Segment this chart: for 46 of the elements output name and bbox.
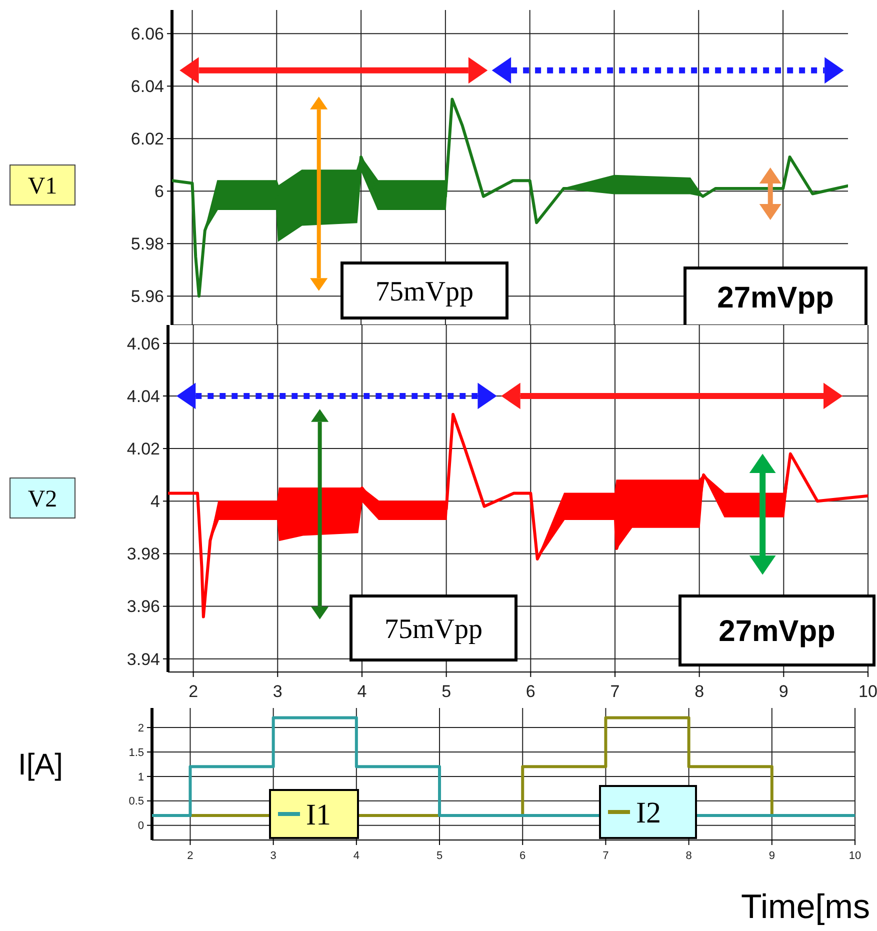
y-tick-label: 2 [138, 722, 144, 734]
x-tick-label: 5 [442, 682, 452, 701]
x-tick-label: 9 [768, 850, 775, 862]
y-axis-title: V2 [28, 486, 58, 512]
y-tick-label: 3.94 [126, 650, 160, 669]
y-tick-label: 6 [154, 182, 164, 202]
x-tick-label: 5 [436, 850, 443, 862]
annotation: 75mVpp [376, 276, 474, 308]
y-tick-label: 3.96 [126, 597, 160, 616]
y-tick-label: 4.02 [126, 440, 160, 459]
y-tick-label: 0.5 [128, 796, 144, 808]
x-tick-label: 4 [357, 682, 367, 701]
y-tick-label: 6.02 [130, 130, 164, 149]
x-tick-label: 7 [602, 850, 609, 862]
legend-label: I1 [306, 798, 331, 832]
annotation: 27mVpp [717, 282, 834, 314]
x-tick-label: 3 [270, 850, 276, 862]
y-tick-label: 4.04 [126, 386, 160, 406]
y-tick-label: 5.96 [130, 287, 164, 306]
x-tick-label: 8 [686, 850, 692, 862]
x-tick-label: 7 [610, 682, 620, 701]
y-tick-label: 4 [150, 492, 160, 512]
x-tick-label: 10 [848, 850, 862, 862]
x-tick-label: 6 [520, 850, 526, 862]
x-tick-label: 2 [188, 682, 198, 701]
y-tick-label: 4.06 [126, 334, 160, 354]
y-tick-label: 6.04 [130, 77, 164, 96]
y-tick-label: 6.06 [130, 24, 164, 44]
y-tick-label: 3.98 [126, 544, 160, 564]
y-tick-label: 5.98 [130, 234, 164, 254]
x-tick-label: 8 [694, 682, 704, 701]
y-axis-title: V1 [28, 173, 58, 200]
annotation: 27mVpp [718, 615, 836, 648]
x-tick-label: 10 [858, 682, 877, 701]
x-tick-label: 9 [778, 682, 788, 701]
y-axis-title: I[A] [18, 748, 64, 782]
x-tick-label: 4 [353, 850, 360, 862]
y-tick-label: 0 [138, 820, 144, 832]
x-axis-title: Time[ms [740, 888, 870, 926]
x-tick-label: 6 [526, 682, 536, 701]
x-tick-label: 3 [272, 682, 282, 701]
y-tick-label: 1 [138, 771, 144, 784]
x-tick-label: 2 [187, 850, 194, 862]
y-tick-label: 1.5 [128, 746, 144, 759]
annotation: 75mVpp [384, 614, 482, 645]
legend-label: I2 [636, 796, 661, 830]
